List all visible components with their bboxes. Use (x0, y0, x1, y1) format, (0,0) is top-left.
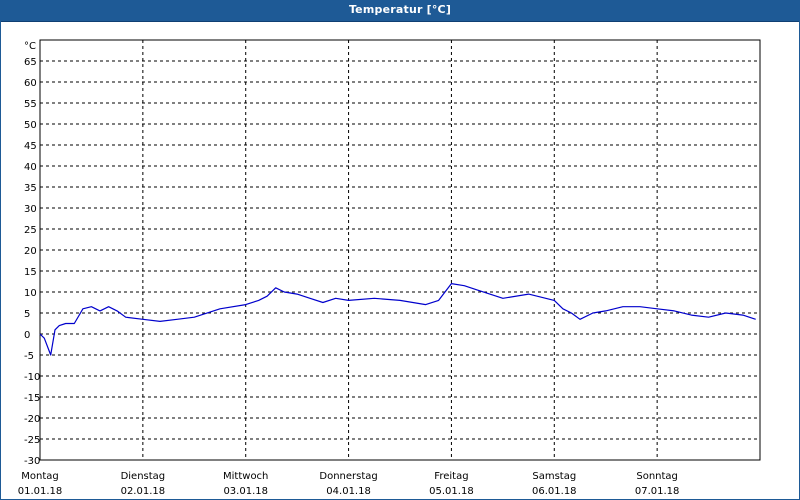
y-tick-label: 30 (24, 204, 37, 215)
title-bar: Temperatur [°C] (1, 1, 799, 22)
x-tick-day: Donnerstag (319, 471, 377, 482)
grid-lines (40, 40, 760, 460)
y-tick-label: 10 (24, 288, 37, 299)
y-tick-label: 65 (24, 57, 37, 68)
x-tick-date: 01.01.18 (18, 486, 63, 497)
y-tick-label: -10 (24, 372, 40, 383)
x-tick-day: Mittwoch (223, 471, 268, 482)
y-tick-label: -15 (24, 393, 40, 404)
y-tick-label: 15 (24, 267, 37, 278)
y-tick-label: 40 (24, 162, 37, 173)
chart-title: Temperatur [°C] (348, 3, 452, 16)
y-axis-ticks: 65605550454035302520151050-5-10-15-20-25… (24, 57, 40, 467)
y-tick-label: 55 (24, 99, 37, 110)
y-tick-label: 45 (24, 141, 37, 152)
x-tick-date: 07.01.18 (635, 486, 680, 497)
y-tick-label: -20 (24, 414, 40, 425)
y-tick-label: 25 (24, 225, 37, 236)
temperature-series-line (39, 283, 756, 356)
y-tick-label: -5 (24, 351, 34, 362)
x-tick-day: Sonntag (636, 471, 678, 482)
x-tick-date: 05.01.18 (429, 486, 474, 497)
y-tick-label: 20 (24, 246, 37, 257)
x-axis-ticks: Montag 01.01.18 Dienstag 02.01.18 Mittwoch 03… (18, 471, 680, 497)
y-axis-unit-label: °C (24, 41, 36, 52)
y-tick-label: 50 (24, 120, 37, 131)
y-tick-label: 35 (24, 183, 37, 194)
y-tick-label: -30 (24, 456, 40, 467)
x-tick-date: 03.01.18 (223, 486, 268, 497)
y-tick-label: 60 (24, 78, 37, 89)
y-tick-label: -25 (24, 435, 40, 446)
series-group (39, 283, 756, 356)
x-tick-date: 06.01.18 (532, 486, 577, 497)
x-tick-date: 02.01.18 (121, 486, 166, 497)
x-tick-day: Montag (21, 471, 58, 482)
x-tick-day: Freitag (434, 471, 468, 482)
x-tick-date: 04.01.18 (326, 486, 371, 497)
x-tick-day: Samstag (532, 471, 576, 482)
y-tick-label: 0 (24, 330, 30, 341)
x-tick-day: Dienstag (121, 471, 166, 482)
y-tick-label: 5 (24, 309, 30, 320)
